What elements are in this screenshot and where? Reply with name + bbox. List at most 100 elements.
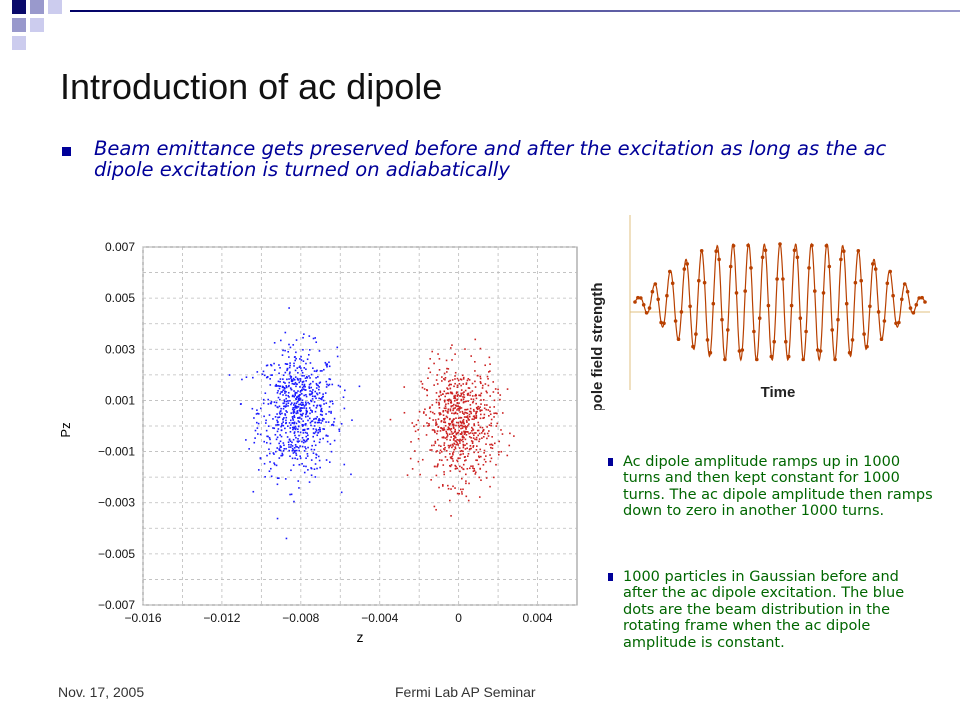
- particle-point: [321, 410, 324, 413]
- particle-point: [423, 388, 426, 390]
- particle-point: [312, 452, 315, 455]
- particle-point: [478, 496, 481, 498]
- particle-point: [304, 415, 307, 418]
- particle-point: [462, 440, 464, 443]
- particle-point: [449, 433, 451, 436]
- particle-point: [456, 384, 459, 387]
- particle-point: [478, 456, 481, 459]
- particle-point: [285, 422, 287, 425]
- particle-point: [259, 457, 262, 459]
- particle-point: [471, 395, 474, 397]
- particle-point: [475, 410, 477, 413]
- particle-point: [302, 402, 304, 404]
- particle-point: [438, 358, 441, 360]
- particle-point: [491, 436, 493, 438]
- particle-point: [468, 423, 470, 425]
- particle-point: [469, 445, 472, 447]
- particle-point: [321, 396, 323, 399]
- particle-point: [463, 436, 465, 439]
- particle-point: [280, 429, 283, 431]
- particle-point: [452, 439, 455, 441]
- particle-point: [280, 435, 283, 438]
- particle-point: [479, 467, 482, 470]
- particle-point: [326, 383, 328, 386]
- y-tick-label: 0.005: [105, 291, 135, 305]
- particle-point: [282, 421, 284, 423]
- particle-point: [325, 413, 327, 415]
- waveform-dot: [871, 262, 875, 266]
- particle-point: [317, 428, 320, 431]
- particle-point: [350, 473, 352, 476]
- particle-point: [462, 463, 465, 466]
- particle-point: [289, 346, 292, 349]
- particle-point: [441, 459, 443, 462]
- particle-point: [285, 403, 288, 405]
- waveform-dot: [914, 303, 919, 307]
- particle-point: [450, 436, 452, 438]
- particle-point: [478, 432, 481, 435]
- particle-point: [297, 428, 299, 431]
- particle-point: [457, 407, 459, 410]
- particle-point: [462, 444, 465, 447]
- particle-point: [482, 435, 485, 438]
- particle-point: [436, 383, 439, 385]
- particle-point: [479, 394, 482, 397]
- particle-point: [319, 381, 322, 384]
- particle-point: [272, 452, 275, 454]
- particle-point: [315, 376, 317, 379]
- particle-point: [275, 385, 278, 387]
- particle-point: [479, 377, 482, 380]
- particle-point: [455, 421, 458, 424]
- particle-point: [483, 404, 486, 406]
- particle-point: [483, 433, 486, 435]
- particle-point: [460, 392, 462, 395]
- particle-point: [475, 417, 477, 419]
- particle-point: [454, 412, 457, 415]
- particle-point: [342, 396, 345, 399]
- particle-point: [489, 370, 491, 372]
- particle-point: [431, 350, 434, 353]
- particle-point: [275, 464, 278, 467]
- particle-point: [497, 392, 499, 394]
- particle-point: [298, 381, 301, 384]
- particle-point: [269, 461, 271, 463]
- particle-point: [493, 476, 495, 479]
- waveform-dot: [792, 248, 797, 253]
- particle-point: [462, 392, 464, 394]
- particle-point: [338, 430, 341, 432]
- particle-point: [471, 440, 474, 443]
- particle-point: [501, 412, 504, 414]
- deco-square-3: [48, 0, 62, 14]
- particle-point: [466, 412, 469, 415]
- waveform-dot: [743, 289, 747, 293]
- scatter-plot: −0.016 −0.012 −0.008 −0.004 0 0.004 0.007 0.005…: [58, 240, 578, 645]
- scatter-y-label: Pz: [58, 422, 73, 437]
- particle-point: [292, 379, 294, 382]
- y-tick-label: −0.003: [98, 496, 135, 510]
- particle-point: [280, 391, 282, 393]
- particle-point: [319, 438, 321, 441]
- particle-point: [447, 402, 450, 405]
- particle-point: [279, 413, 282, 416]
- waveform-dot: [786, 354, 791, 359]
- particle-point: [257, 413, 260, 415]
- particle-point: [462, 421, 465, 423]
- particle-point: [449, 401, 452, 404]
- particle-point: [316, 405, 318, 407]
- particle-point: [443, 428, 446, 431]
- particle-point: [445, 392, 448, 395]
- particle-point: [421, 458, 424, 461]
- particle-point: [475, 402, 477, 405]
- particle-point: [429, 449, 431, 451]
- particle-point: [442, 414, 445, 417]
- particle-point: [461, 435, 464, 437]
- particle-point: [469, 407, 472, 410]
- particle-point: [282, 394, 284, 396]
- particle-point: [417, 437, 420, 440]
- particle-point: [289, 424, 292, 426]
- particle-point: [276, 419, 278, 422]
- waveform-dot: [847, 350, 852, 355]
- particle-point: [453, 435, 455, 437]
- particle-point: [297, 480, 300, 482]
- particle-point: [454, 394, 456, 397]
